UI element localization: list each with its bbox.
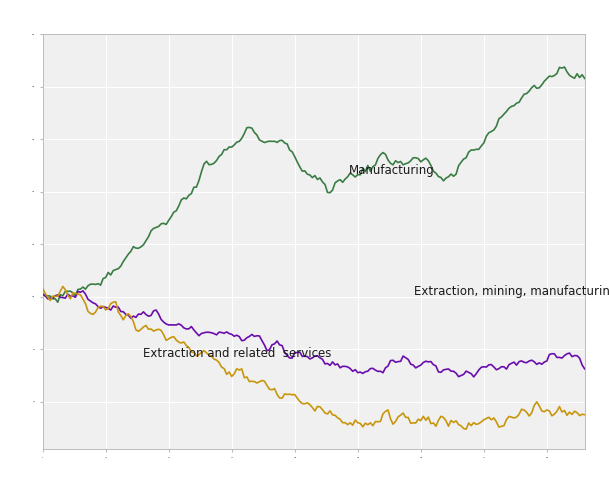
Text: Manufacturing: Manufacturing	[349, 164, 435, 177]
Text: Extraction and related  services: Extraction and related services	[143, 347, 331, 360]
Text: Extraction, mining, manufacturing  and elec.: Extraction, mining, manufacturing and el…	[414, 285, 609, 298]
